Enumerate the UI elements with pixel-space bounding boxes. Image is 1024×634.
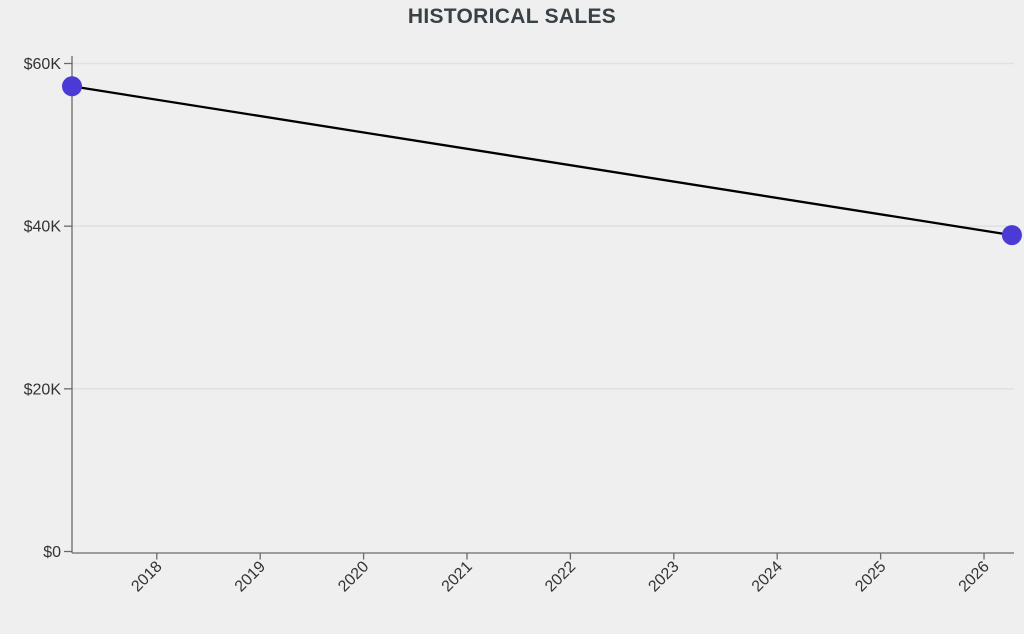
x-tick-label: 2025 bbox=[852, 558, 889, 595]
chart-title: HISTORICAL SALES bbox=[407, 5, 617, 28]
x-tick-label: 2023 bbox=[645, 558, 682, 595]
x-tick-label: 2020 bbox=[335, 558, 372, 595]
x-tick-label: 2026 bbox=[956, 558, 993, 595]
sales-line bbox=[71, 85, 1013, 237]
x-tick-label: 2018 bbox=[128, 558, 165, 595]
y-tick-label: $60K bbox=[24, 56, 62, 73]
data-point-marker bbox=[62, 76, 82, 97]
x-tick-label: 2019 bbox=[232, 558, 269, 595]
y-tick-label: $0 bbox=[43, 544, 61, 561]
x-tick-label: 2022 bbox=[542, 558, 579, 595]
data-point-marker bbox=[1001, 225, 1022, 246]
y-tick-label: $20K bbox=[24, 381, 62, 398]
y-tick-label: $40K bbox=[24, 219, 62, 236]
x-tick-label: 2024 bbox=[749, 558, 786, 595]
x-tick-label: 2021 bbox=[439, 558, 476, 595]
